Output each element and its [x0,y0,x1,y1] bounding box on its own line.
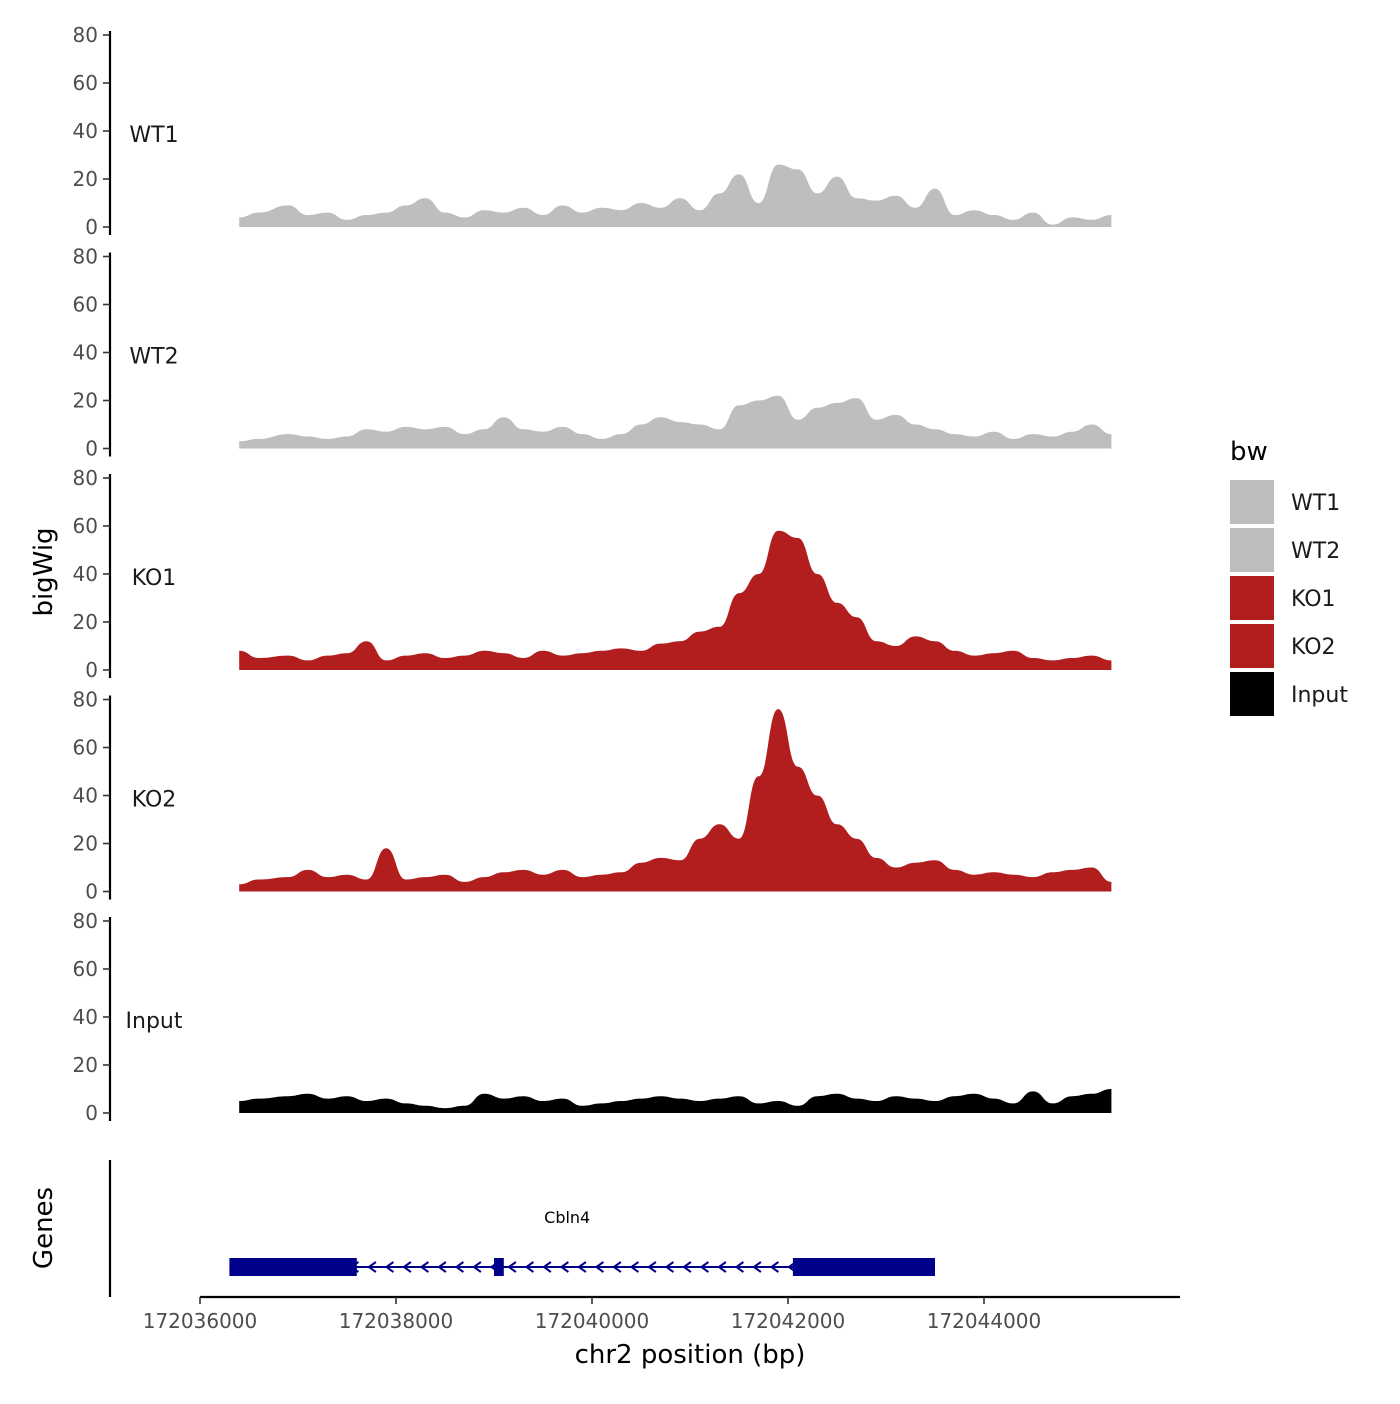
coverage-area-wt2 [239,395,1112,449]
y-tick-label: 0 [85,437,98,461]
strand-arrow [437,1261,447,1273]
y-tick-label: 40 [73,1005,98,1029]
legend-swatch-input [1230,672,1274,716]
strand-arrow [734,1261,744,1273]
gene-exon [229,1258,357,1276]
strand-arrow [594,1261,604,1273]
strand-arrow [577,1261,587,1273]
y-tick-label: 20 [73,389,98,413]
coverage-area-input [239,1089,1112,1113]
gene-name-label: Cbln4 [544,1208,590,1227]
track-label: KO1 [132,566,177,591]
y-tick-label: 20 [73,610,98,634]
track-label: KO2 [132,788,177,813]
y-axis-title: bigWig [29,527,59,616]
legend-label-wt1: WT1 [1291,491,1340,516]
strand-arrow [682,1261,692,1273]
y-tick-label: 80 [73,245,98,269]
y-tick-label: 80 [73,23,98,47]
gene-exon [494,1258,504,1276]
y-tick-label: 80 [73,688,98,712]
y-tick-label: 0 [85,215,98,239]
gene-exon [792,1258,935,1276]
x-tick-label: 172042000 [731,1309,846,1333]
y-tick-label: 20 [73,832,98,856]
strand-arrow [472,1261,482,1273]
strand-arrow [402,1261,412,1273]
y-tick-label: 60 [73,957,98,981]
strand-arrow [367,1261,377,1273]
strand-arrow [542,1261,552,1273]
y-tick-label: 60 [73,71,98,95]
coverage-area-ko2 [239,709,1112,892]
track-ko2: 0 20 40 60 80 KO2 [73,688,1112,904]
y-tick-label: 0 [85,880,98,904]
legend: bw WT1 WT2 KO1 KO2 Input [1230,437,1348,716]
genes-layer: Cbln4 [108,1160,935,1297]
strand-arrow [752,1261,762,1273]
x-tick-label: 172044000 [927,1309,1042,1333]
legend-label-wt2: WT2 [1291,539,1340,564]
legend-swatch-ko2 [1230,624,1274,668]
y-tick-label: 20 [73,167,98,191]
coverage-area-ko1 [239,530,1112,670]
track-label: WT1 [129,123,178,148]
y-tick-label: 0 [85,658,98,682]
strand-arrow [507,1261,517,1273]
gene-cbln4: Cbln4 [229,1208,935,1276]
legend-swatch-wt2 [1230,528,1274,572]
coverage-area-wt1 [239,164,1112,227]
track-label: WT2 [129,345,178,370]
strand-arrow [612,1261,622,1273]
legend-label-ko1: KO1 [1291,587,1336,612]
strand-arrow [454,1261,464,1273]
track-ko1: 0 20 40 60 80 KO1 [73,466,1112,682]
strand-arrow [647,1261,657,1273]
gene-panel-title: Genes [29,1187,59,1269]
y-tick-label: 40 [73,341,98,365]
strand-arrow [559,1261,569,1273]
y-tick-label: 80 [73,466,98,490]
y-tick-label: 0 [85,1101,98,1125]
tracks-layer: 0 20 40 60 80 WT1 0 20 40 60 80 WT2 0 20 40 60 80 KO1 0 20 4… [73,23,1112,1125]
y-tick-label: 40 [73,119,98,143]
y-tick-label: 80 [73,909,98,933]
strand-arrow [524,1261,534,1273]
y-tick-label: 40 [73,562,98,586]
x-axis-title: chr2 position (bp) [575,1340,806,1370]
strand-arrow [664,1261,674,1273]
strand-arrow [769,1261,779,1273]
strand-arrow [717,1261,727,1273]
y-tick-label: 60 [73,293,98,317]
track-input: 0 20 40 60 80 Input [73,909,1112,1125]
x-tick-label: 172038000 [339,1309,454,1333]
y-tick-label: 60 [73,514,98,538]
track-wt2: 0 20 40 60 80 WT2 [73,245,1112,461]
legend-title: bw [1230,437,1268,467]
y-tick-label: 40 [73,784,98,808]
legend-swatch-wt1 [1230,480,1274,524]
y-tick-label: 20 [73,1053,98,1077]
legend-label-input: Input [1291,683,1348,708]
x-tick-label: 172036000 [143,1309,258,1333]
track-label: Input [126,1009,183,1034]
x-tick-label: 172040000 [535,1309,650,1333]
track-wt1: 0 20 40 60 80 WT1 [73,23,1112,239]
legend-label-ko2: KO2 [1291,635,1336,660]
x-axis: 172036000 172038000 172040000 172042000 1720… [143,1295,1180,1333]
strand-arrow [384,1261,394,1273]
strand-arrow [419,1261,429,1273]
legend-swatch-ko1 [1230,576,1274,620]
strand-arrow [699,1261,709,1273]
y-tick-label: 60 [73,736,98,760]
strand-arrow [629,1261,639,1273]
